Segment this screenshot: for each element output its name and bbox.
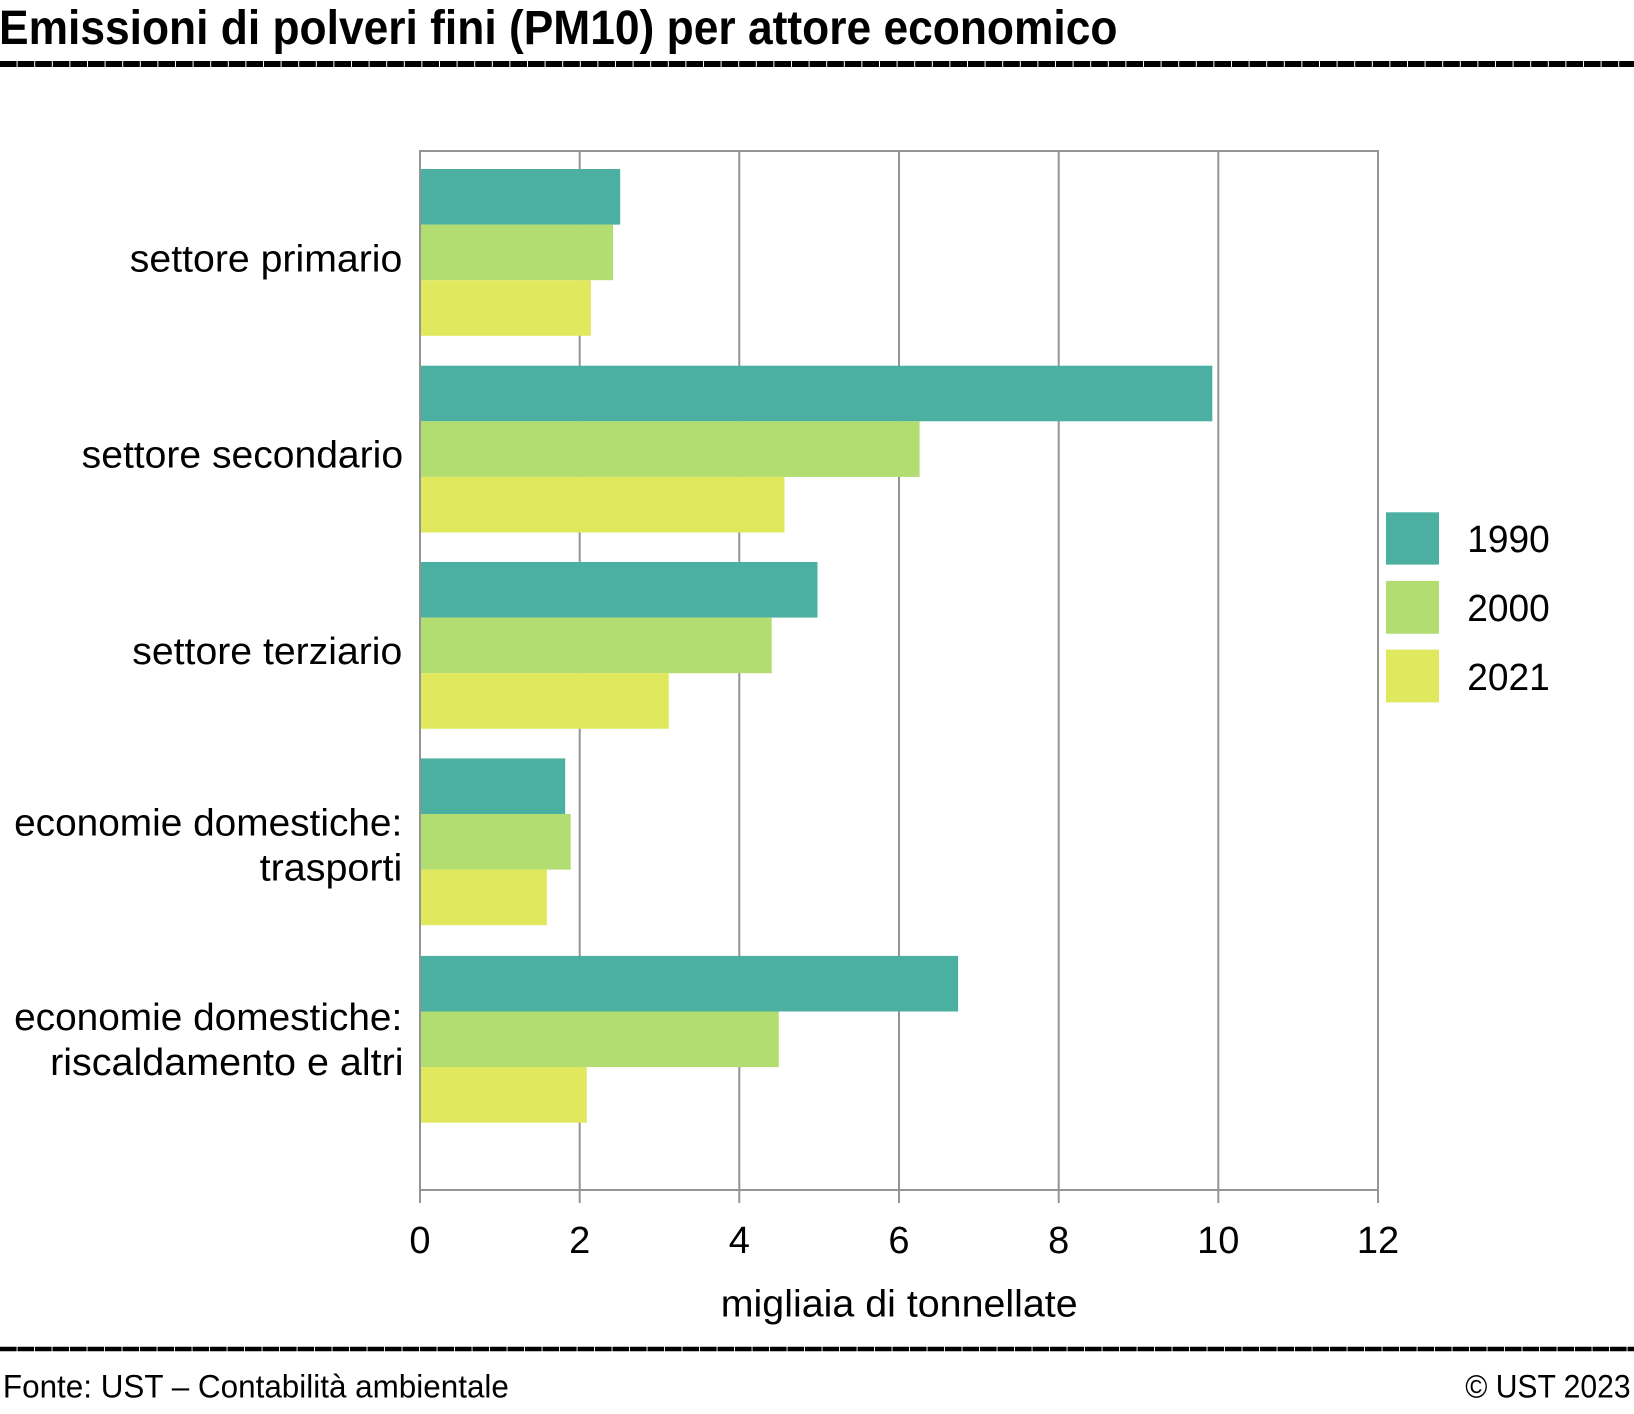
svg-text:migliaia di tonnellate: migliaia di tonnellate [721,1283,1078,1325]
svg-text:settore terziario: settore terziario [132,631,402,673]
svg-text:10: 10 [1197,1220,1239,1262]
svg-text:© UST 2023: © UST 2023 [1465,1369,1630,1405]
svg-text:4: 4 [729,1220,750,1262]
svg-text:riscaldamento e altri: riscaldamento e altri [50,1042,404,1084]
svg-text:economie domestiche:: economie domestiche: [14,803,402,845]
svg-text:Emissioni di polveri fini (PM1: Emissioni di polveri fini (PM10) per att… [0,2,1118,55]
svg-text:2000: 2000 [1467,588,1550,630]
svg-text:12: 12 [1357,1220,1399,1262]
svg-text:2: 2 [569,1220,590,1262]
svg-text:economie domestiche:: economie domestiche: [14,997,402,1039]
svg-text:settore primario: settore primario [130,238,403,280]
svg-text:1990: 1990 [1467,519,1550,561]
svg-text:settore secondario: settore secondario [82,434,403,476]
svg-text:6: 6 [888,1220,909,1262]
svg-text:Fonte: UST – Contabilità ambie: Fonte: UST – Contabilità ambientale [3,1369,509,1405]
svg-text:trasporti: trasporti [260,848,403,890]
svg-text:8: 8 [1048,1220,1069,1262]
svg-text:2021: 2021 [1467,657,1550,699]
svg-text:0: 0 [409,1220,430,1262]
